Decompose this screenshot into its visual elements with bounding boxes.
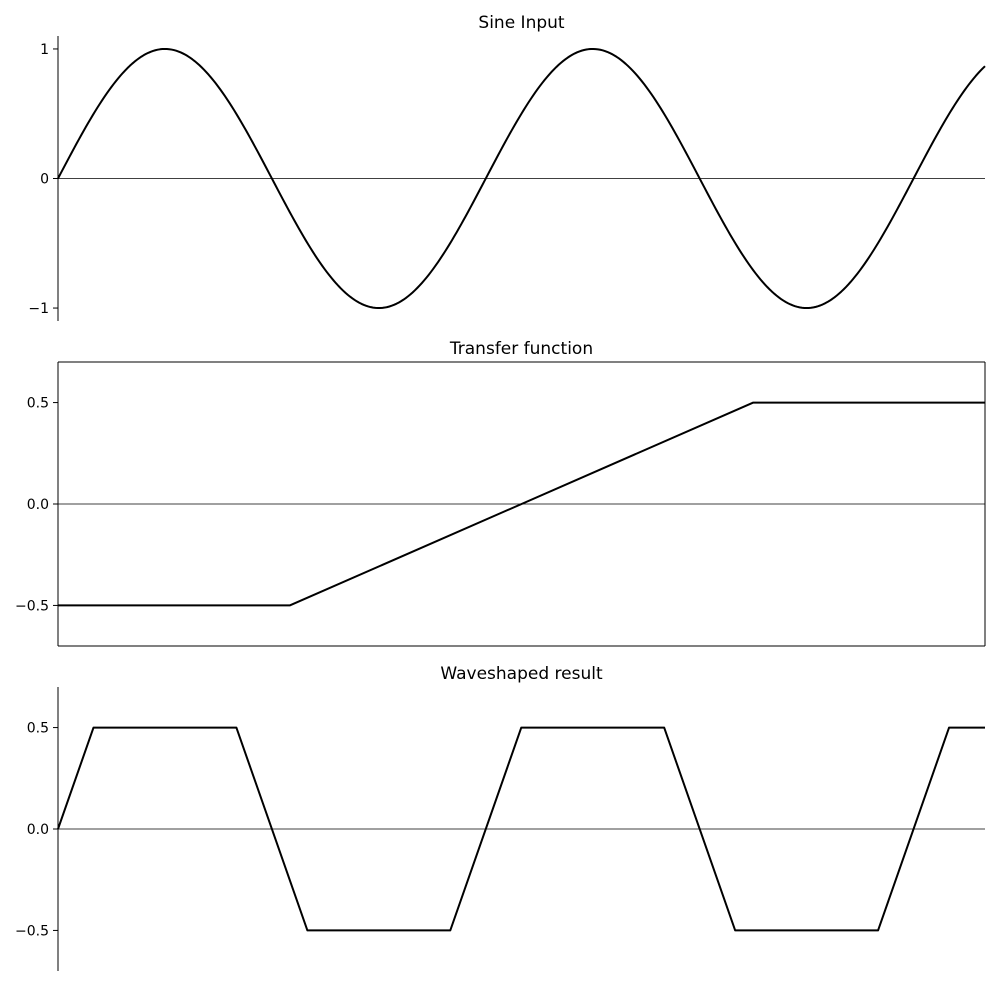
chart-title: Sine Input [478, 13, 565, 33]
chart-title: Transfer function [449, 339, 593, 359]
y-tick-label: 0.5 [27, 396, 49, 412]
chart-1: Sine Input 1 0 −1 [28, 13, 986, 321]
series-line [57, 47, 986, 310]
chart-title: Waveshaped result [440, 664, 603, 684]
chart-2: Transfer function 0.5 0.0 −0.5 [15, 339, 986, 647]
y-tick-label: 0 [40, 172, 49, 188]
y-tick-label: −0.5 [15, 598, 49, 614]
chart-3: Waveshaped result 0.5 0.0 −0.5 [15, 664, 985, 971]
series-line [57, 726, 985, 932]
y-tick-label: −1 [28, 301, 49, 317]
series-line [58, 401, 985, 607]
y-tick-label: 1 [40, 42, 49, 58]
y-tick-label: 0.5 [27, 721, 49, 737]
y-tick-label: −0.5 [15, 923, 49, 939]
y-tick-label: 0.0 [27, 497, 49, 513]
y-tick-label: 0.0 [27, 822, 49, 838]
